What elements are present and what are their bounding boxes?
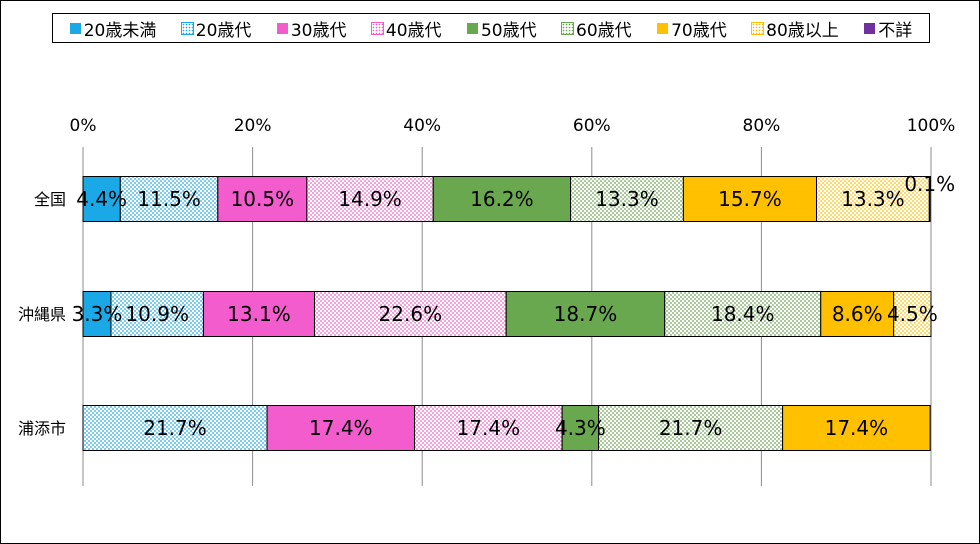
data-label-0-2: 10.5% xyxy=(231,187,295,211)
data-label-1-4: 18.7% xyxy=(554,302,618,326)
legend-label-2: 30歳代 xyxy=(290,20,347,41)
data-label-1-5: 18.4% xyxy=(711,302,775,326)
data-label-0-0: 4.4% xyxy=(76,187,127,211)
data-label-1-0: 3.3% xyxy=(72,302,123,326)
bar-1-2 xyxy=(202,291,316,337)
legend-swatch-1 xyxy=(180,21,194,35)
bar-2-4 xyxy=(561,405,600,451)
data-label-1-6: 8.6% xyxy=(832,302,883,326)
legend-item-4: 50歳代 xyxy=(466,16,537,41)
legend-item-0: 20歳未満 xyxy=(69,16,157,41)
x-tick-label-2: 40% xyxy=(403,116,441,136)
legend-label-6: 70歳代 xyxy=(671,20,727,41)
legend-swatch-5 xyxy=(561,21,575,35)
legend-label-5: 60歳代 xyxy=(576,20,632,41)
x-tick-label-4: 80% xyxy=(743,116,781,136)
bar-1-6 xyxy=(820,291,895,337)
legend-label-3: 40歳代 xyxy=(385,20,442,41)
bar-0-6 xyxy=(682,176,818,222)
bar-2-1 xyxy=(82,405,268,451)
bar-0-4 xyxy=(432,176,572,222)
data-label-1-2: 13.1% xyxy=(227,302,291,326)
legend-swatch-6 xyxy=(657,22,669,34)
data-label-0-5: 13.3% xyxy=(595,187,659,211)
category-label-2: 浦添市 xyxy=(18,419,66,438)
x-tick-label-0: 0% xyxy=(70,116,97,136)
legend-item-8: 不詳 xyxy=(864,16,912,41)
legend-item-3: 40歳代 xyxy=(370,16,442,41)
legend-label-4: 50歳代 xyxy=(480,20,537,41)
bar-1-5 xyxy=(664,291,822,337)
legend-label-8: 不詳 xyxy=(878,20,913,41)
legend-swatch-2 xyxy=(276,22,288,34)
data-label-0-6: 15.7% xyxy=(718,187,782,211)
legend-swatch-3 xyxy=(370,21,384,35)
legend-item-5: 60歳代 xyxy=(561,16,632,41)
bar-0-8 xyxy=(928,176,931,222)
legend-item-1: 20歳代 xyxy=(180,16,252,41)
data-label-2-3: 17.4% xyxy=(457,416,521,440)
bar-1-7 xyxy=(893,291,932,337)
bar-1-1 xyxy=(110,291,204,337)
bar-2-5 xyxy=(598,405,784,451)
data-label-0-3: 14.9% xyxy=(338,187,402,211)
x-tick-label-1: 20% xyxy=(234,116,272,136)
bar-0-2 xyxy=(217,176,308,222)
legend-label-0: 20歳未満 xyxy=(83,20,157,41)
data-label-1-1: 10.9% xyxy=(125,302,189,326)
legend-swatch-0 xyxy=(69,22,81,34)
legend-swatch-8 xyxy=(864,22,876,34)
legend-swatch-4 xyxy=(466,22,478,34)
category-label-1: 沖縄県 xyxy=(18,305,66,324)
data-label-2-2: 17.4% xyxy=(309,416,373,440)
legend-item-2: 30歳代 xyxy=(276,16,347,41)
legend-swatch-7 xyxy=(751,21,765,35)
bar-1-4 xyxy=(505,291,666,337)
bar-0-0 xyxy=(82,176,121,222)
data-label-0-8: 0.1% xyxy=(904,172,955,196)
bar-2-6 xyxy=(782,405,931,451)
data-label-0-1: 11.5% xyxy=(137,187,201,211)
x-tick-label-3: 60% xyxy=(573,116,611,136)
legend: 20歳未満 20歳代 30歳代 40歳代 50歳代 60歳代 70歳代 80歳以上 不詳 xyxy=(52,13,930,43)
legend-item-6: 70歳代 xyxy=(657,16,727,41)
data-label-0-7: 13.3% xyxy=(841,187,905,211)
data-label-2-4: 4.3% xyxy=(555,416,606,440)
data-label-2-5: 21.7% xyxy=(659,416,723,440)
bar-2-3 xyxy=(414,405,563,451)
legend-item-7: 80歳以上 xyxy=(751,16,839,41)
data-label-1-7: 4.5% xyxy=(887,302,938,326)
bar-1-0 xyxy=(82,291,112,337)
legend-label-7: 80歳以上 xyxy=(766,20,839,41)
x-tick-label-5: 100% xyxy=(907,116,956,136)
category-label-0: 全国 xyxy=(34,190,66,209)
data-label-2-1: 21.7% xyxy=(143,416,207,440)
bar-1-3 xyxy=(314,291,507,337)
data-label-1-3: 22.6% xyxy=(379,302,443,326)
legend-label-1: 20歳代 xyxy=(195,20,252,41)
bar-2-2 xyxy=(266,405,416,451)
data-label-2-6: 17.4% xyxy=(825,416,889,440)
data-label-0-4: 16.2% xyxy=(470,187,534,211)
